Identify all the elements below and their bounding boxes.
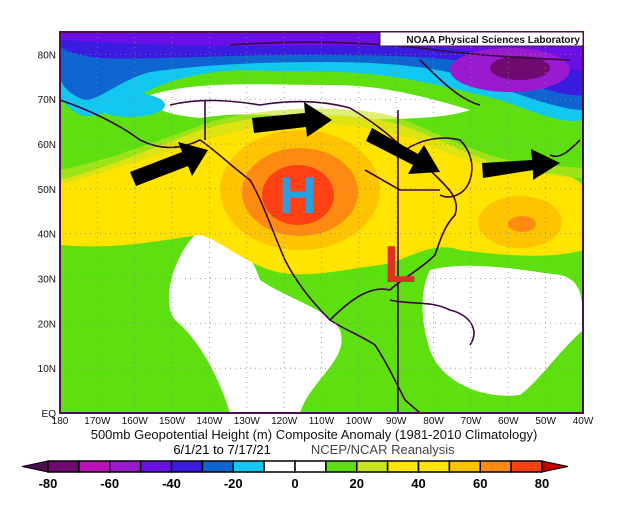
colorbar-under-triangle [21, 460, 49, 473]
lon-tick-label: 50W [535, 416, 556, 427]
lat-tick-label: 50N [38, 185, 56, 196]
colorbar-swatch [78, 460, 111, 473]
lon-tick-label: 160W [122, 416, 149, 427]
neutral-region-atlantic [422, 265, 583, 396]
axes: 180 170W 160W 150W 140W 130W 120W 110W 100W 90W 80… [38, 50, 594, 427]
lon-tick-label: 180 [52, 416, 69, 427]
colorbar-label: 40 [411, 476, 425, 491]
colorbar-swatch [47, 460, 80, 473]
pacific-negative [95, 93, 165, 117]
lon-tick-label: 110W [309, 416, 335, 427]
anomaly-70-80 [262, 165, 334, 225]
plot-frame [59, 31, 584, 414]
lon-tick-label: 90W [386, 416, 407, 427]
colorbar-swatch [417, 460, 451, 473]
colorbar-swatch [109, 460, 142, 473]
colorbar-label: -80 [39, 476, 58, 491]
colorbar-swatch [386, 460, 420, 473]
graticule [60, 32, 583, 413]
lon-tick-label: 40W [573, 416, 594, 427]
credit-box [379, 31, 584, 47]
neutral-region-pacific [168, 232, 342, 413]
flow-arrows [130, 102, 560, 186]
lat-tick-label: 80N [38, 50, 56, 61]
colorbar-over-triangle [541, 460, 569, 473]
lat-tick-label: 20N [38, 319, 56, 330]
lon-tick-label: 120W [271, 416, 298, 427]
figure-title: 500mb Geopotential Height (m) Composite … [90, 427, 538, 442]
colorbar-swatch [448, 460, 481, 473]
lon-tick-label: 150W [159, 416, 186, 427]
lon-tick-label: 80W [423, 416, 444, 427]
colorbar-swatch [294, 460, 327, 473]
lon-tick-label: 170W [84, 416, 111, 427]
colorbar-swatch [356, 460, 389, 473]
colorbar-label: 80 [535, 476, 549, 491]
lon-tick-label: 140W [196, 416, 223, 427]
colorbar-label: 60 [473, 476, 487, 491]
colorbar-label: -40 [162, 476, 181, 491]
lat-tick-label: EQ [42, 409, 57, 420]
lon-tick-label: 60W [498, 416, 519, 427]
lat-tick-label: 40N [38, 230, 56, 241]
colorbar: -80 -60 -40 -20 0 20 40 60 80 [21, 460, 569, 491]
lat-tick-label: 60N [38, 140, 56, 151]
lon-tick-label: 70W [461, 416, 482, 427]
colorbar-label: -20 [224, 476, 243, 491]
lat-tick-label: 70N [38, 95, 56, 106]
flow-arrow-2 [252, 102, 332, 137]
date-range: 6/1/21 to 7/17/21 [173, 442, 271, 457]
colorbar-swatch [325, 460, 358, 473]
colorbar-label: 20 [350, 476, 364, 491]
subtitle-row: 6/1/21 to 7/17/21 NCEP/NCAR Reanalysis [0, 443, 628, 457]
flow-arrow-1 [130, 142, 208, 186]
colorbar-swatch [201, 460, 234, 473]
colorbar-label: -60 [100, 476, 119, 491]
lat-tick-label: 10N [38, 364, 56, 375]
colorbar-swatch [263, 460, 296, 473]
colorbar-label: 0 [291, 476, 298, 491]
high-label: H [279, 167, 317, 225]
shading: H L [60, 32, 583, 413]
coastlines [60, 41, 581, 413]
flow-arrow-3 [366, 128, 440, 174]
low-label: L [384, 236, 416, 294]
lon-tick-label: 130W [234, 416, 261, 427]
lat-tick-label: 30N [38, 275, 56, 286]
colorbar-swatch [170, 460, 204, 473]
flow-arrow-4 [482, 149, 560, 180]
colorbar-swatch [510, 460, 543, 473]
colorbar-swatch [139, 460, 173, 473]
negative-70 [490, 56, 550, 80]
credit-label: NOAA Physical Sciences Laboratory [406, 35, 580, 46]
colorbar-swatch [479, 460, 512, 473]
lon-tick-label: 100W [346, 416, 373, 427]
data-source: NCEP/NCAR Reanalysis [310, 442, 455, 457]
atlantic-anomaly-core [508, 216, 536, 232]
colorbar-swatch [232, 460, 265, 473]
